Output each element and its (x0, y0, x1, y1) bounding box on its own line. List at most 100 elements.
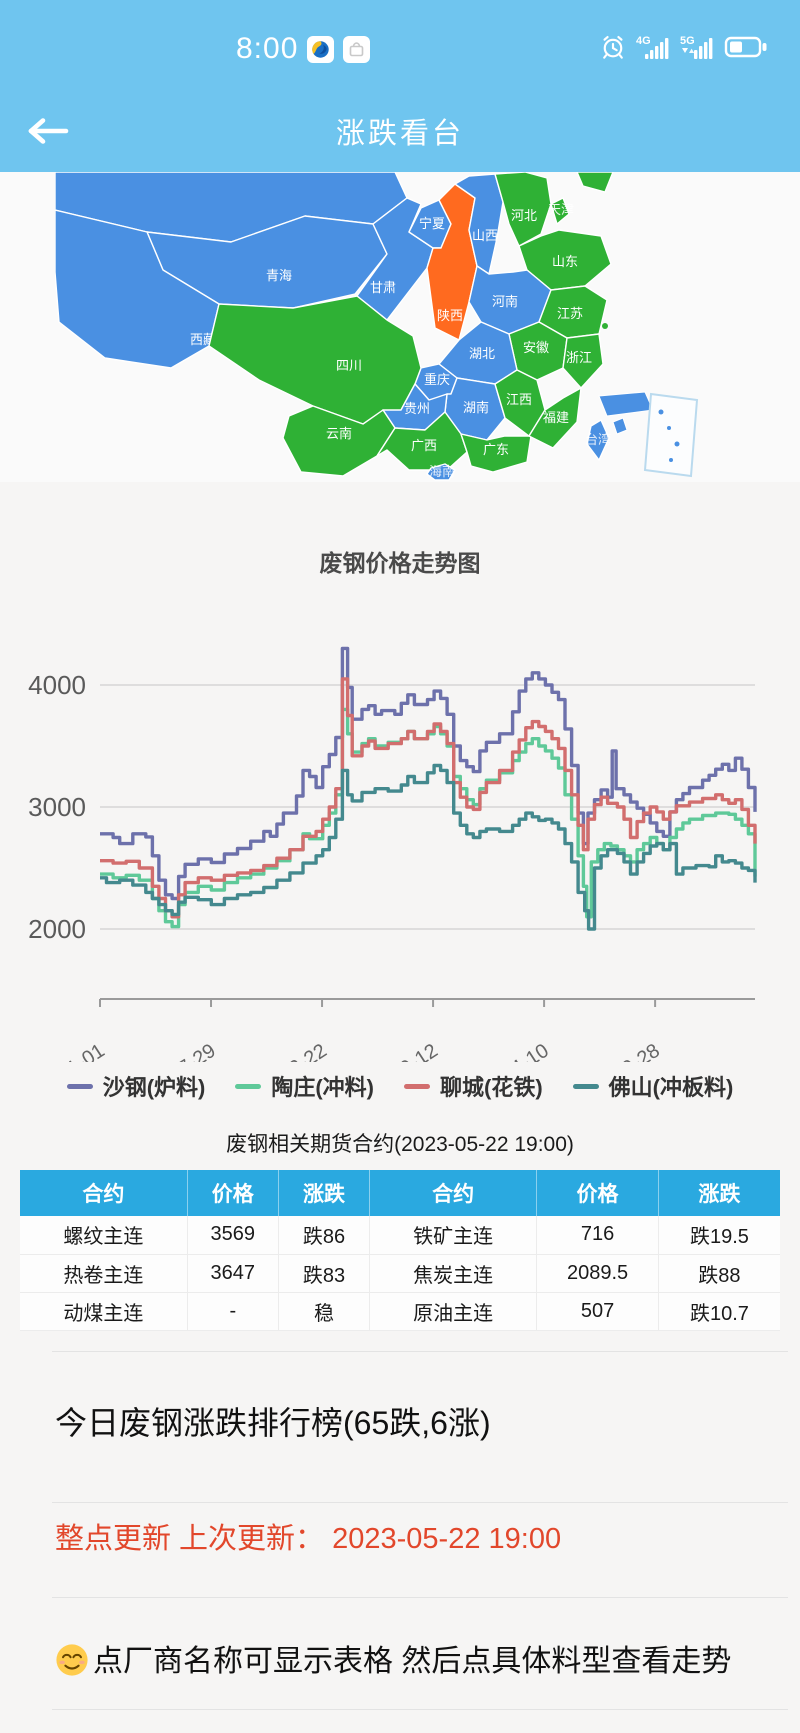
change-cell: 跌88 (658, 1254, 780, 1293)
legend-label: 陶庄(冲料) (271, 1075, 374, 1100)
contract-name-cell[interactable]: 螺纹主连 (20, 1216, 188, 1255)
contract-name-cell[interactable]: 铁矿主连 (369, 1216, 538, 1255)
province-label: 广西 (411, 438, 437, 453)
page-title: 涨跌看台 (335, 118, 464, 150)
ranking-title: 今日废钢涨跌排行榜(65跌,6涨) (55, 1404, 491, 1441)
province-福建[interactable] (528, 387, 582, 449)
futures-row: 螺纹主连 3569 跌86 铁矿主连 716 跌19.5 (20, 1216, 780, 1255)
inset-island (669, 458, 673, 462)
price-cell: - (187, 1292, 279, 1331)
legend-item[interactable]: 陶庄(冲料) (235, 1070, 374, 1102)
notification-app-icon-flame (307, 35, 335, 63)
south-china-sea-inset (643, 392, 699, 478)
price-cell: 507 (536, 1292, 659, 1331)
province-label: 天津 (548, 202, 574, 217)
province-浙江[interactable] (562, 333, 604, 389)
province-label: 贵州 (404, 401, 430, 416)
change-cell: 跌86 (278, 1216, 371, 1255)
legend-label: 佛山(冲板料) (608, 1075, 734, 1100)
province-label: 青海 (266, 268, 292, 283)
province-天津[interactable] (550, 197, 570, 225)
price-cell: 2089.5 (536, 1254, 659, 1293)
futures-col-header: 价格 (536, 1170, 659, 1216)
contract-name-cell[interactable]: 动煤主连 (20, 1292, 188, 1331)
change-cell: 跌83 (278, 1254, 371, 1293)
futures-col-header: 价格 (187, 1170, 279, 1216)
contract-name-cell[interactable]: 焦炭主连 (369, 1254, 538, 1293)
province-label: 海南 (429, 464, 455, 479)
province-label: 甘肃 (370, 280, 396, 295)
signal-5g-icon: 5G (680, 34, 714, 65)
island-small (612, 417, 628, 435)
tip-text: 点厂商名称可显示表格 然后点具体料型查看走势 (93, 1644, 732, 1678)
divider (52, 1596, 788, 1598)
price-cell: 3569 (187, 1216, 279, 1255)
province-广东[interactable] (460, 433, 532, 473)
province-label: 浙江 (566, 350, 592, 365)
legend-label: 沙钢(炉料) (102, 1075, 206, 1100)
x-axis-tick-label: 2020-07-29 (122, 1040, 220, 1062)
ranking-row[interactable]: 今日废钢涨跌排行榜(65跌,6涨) (0, 1352, 800, 1502)
back-button[interactable] (24, 115, 70, 152)
y-axis-tick-label: 2000 (28, 914, 86, 944)
futures-table-title: 废钢相关期货合约(2023-05-22 19:00) (226, 1133, 574, 1156)
province-台湾[interactable] (586, 419, 610, 461)
divider (52, 1501, 788, 1503)
change-cell: 跌19.5 (658, 1216, 780, 1255)
series-佛山(冲板料) (100, 763, 757, 931)
change-cell: 跌10.7 (658, 1292, 780, 1331)
nav-bar: 涨跌看台 (0, 90, 800, 172)
province-label: 河北 (511, 208, 537, 223)
province-label: 福建 (543, 410, 569, 425)
status-time: 8:00 (236, 32, 299, 65)
contract-name-cell[interactable]: 热卷主连 (20, 1254, 188, 1293)
province-label: 广东 (483, 442, 509, 457)
province-山西[interactable] (454, 173, 504, 275)
shanghai-dot (602, 323, 608, 329)
x-axis-tick-label: 2022-04-10 (455, 1040, 553, 1062)
chart-title: 废钢价格走势图 (319, 550, 481, 576)
legend-item[interactable]: 佛山(冲板料) (572, 1070, 734, 1102)
province-海南[interactable] (426, 463, 456, 481)
series-陶庄(冲料) (100, 707, 757, 929)
signal-4g-icon: 4G (636, 34, 670, 65)
province-label: 湖南 (463, 400, 489, 415)
province-河北[interactable] (494, 171, 552, 247)
province-label: 陕西 (437, 308, 463, 323)
province-云南[interactable] (282, 405, 396, 477)
legend-item[interactable]: 聊城(花铁) (404, 1070, 543, 1102)
province-label: 云南 (326, 426, 352, 441)
svg-text:5G: 5G (680, 35, 695, 47)
y-axis-tick-label: 4000 (28, 670, 86, 700)
province-label: 湖北 (469, 346, 495, 361)
tip-row: 点厂商名称可显示表格 然后点具体料型查看走势 (0, 1598, 800, 1709)
futures-table: 合约 价格 涨跌 合约 价格 涨跌 螺纹主连 3569 跌86 铁矿主连 716 跌19.5 热卷主连 3… (20, 1170, 780, 1331)
divider (52, 1350, 788, 1352)
province-label: 山东 (552, 254, 578, 269)
futures-row: 动煤主连 - 稳原油主连 507 跌10.7 (20, 1292, 780, 1331)
price-cell: 716 (536, 1216, 659, 1255)
province-label: 江苏 (557, 306, 583, 321)
futures-col-header: 合约 (369, 1170, 538, 1216)
legend-swatch (235, 1083, 262, 1089)
contract-name-cell[interactable]: 原油主连 (369, 1292, 538, 1331)
province-西藏[interactable] (54, 209, 220, 369)
province-label: 宁夏 (419, 216, 445, 231)
x-axis-tick-label: 2021-02-22 (233, 1040, 331, 1062)
legend-swatch (572, 1083, 599, 1089)
province-广西[interactable] (376, 411, 468, 471)
province-label: 安徽 (523, 340, 549, 355)
futures-col-header: 涨跌 (278, 1170, 371, 1216)
china-map-section: 青海 西藏 甘肃 宁夏 陕西 山西 河北 天津 山东 河南 江苏 安徽 湖北 浙江 重庆 四川 湖南 江西 贵州 云南… (0, 171, 800, 482)
alarm-icon (600, 34, 626, 65)
province-辽宁[interactable] (576, 171, 614, 193)
province-label: 台湾 (585, 432, 611, 447)
futures-row: 热卷主连 3647 跌83 焦炭主连 2089.5 跌88 (20, 1254, 780, 1293)
smiley-emoji-icon (56, 1643, 88, 1676)
legend-item[interactable]: 沙钢(炉料) (66, 1070, 206, 1102)
province-label: 四川 (336, 358, 362, 373)
update-notice-row: 整点更新 上次更新： 2023-05-22 19:00 (0, 1503, 800, 1597)
change-cell: 稳 (278, 1292, 371, 1331)
x-axis-tick-label: 2022-10-28 (566, 1040, 664, 1062)
